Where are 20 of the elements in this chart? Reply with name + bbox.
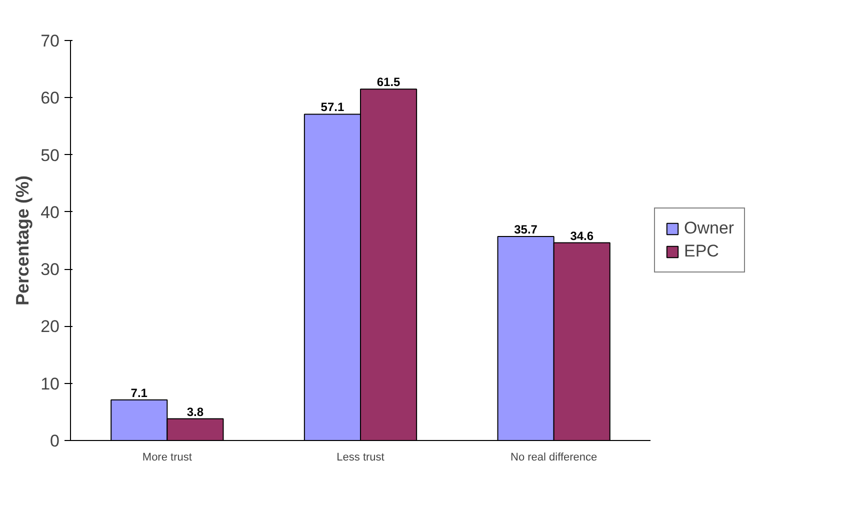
legend-label: Owner [684, 218, 734, 238]
y-axis-title: Percentage (%) [12, 175, 33, 306]
y-tick-label: 0 [50, 432, 60, 450]
data-label: 57.1 [320, 100, 344, 114]
data-label: 3.8 [186, 404, 204, 419]
x-tick-label: More trust [142, 452, 192, 464]
data-label: 35.7 [514, 222, 538, 236]
x-tick-label: Less trust [336, 452, 384, 464]
y-tick-label: 30 [40, 260, 60, 280]
y-tick-label: 20 [40, 317, 60, 336]
data-label: 7.1 [130, 386, 148, 400]
data-label: 34.6 [570, 228, 594, 243]
y-tick-label: 50 [40, 146, 60, 165]
data-label: 61.5 [376, 75, 401, 90]
y-tick-label: 70 [40, 32, 60, 50]
y-tick-label: 10 [40, 374, 60, 394]
y-tick-label: 40 [40, 202, 60, 222]
legend-label: EPC [684, 242, 719, 262]
y-tick-label: 60 [40, 88, 60, 108]
x-tick-label: No real difference [510, 452, 598, 464]
